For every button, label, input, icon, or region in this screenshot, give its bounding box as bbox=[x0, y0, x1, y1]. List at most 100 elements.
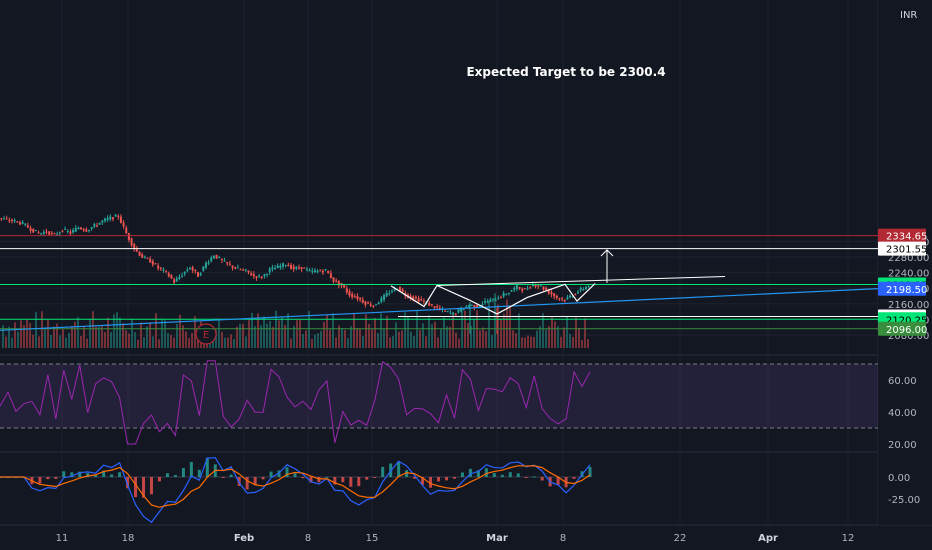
candle-body bbox=[510, 290, 513, 292]
volume-bar bbox=[344, 330, 346, 348]
candle-body bbox=[585, 287, 588, 289]
candle-body bbox=[37, 232, 40, 234]
macd-histogram-bar bbox=[229, 474, 233, 477]
candle-body bbox=[72, 230, 75, 233]
macd-histogram-bar bbox=[301, 477, 305, 479]
volume-bar bbox=[350, 326, 352, 348]
candle-body bbox=[343, 284, 346, 288]
candle-body bbox=[372, 305, 375, 307]
candle-body bbox=[114, 214, 117, 217]
volume-bar bbox=[194, 316, 196, 348]
macd-histogram-bar bbox=[181, 468, 185, 477]
volume-bar bbox=[146, 326, 148, 348]
volume-bar bbox=[44, 327, 46, 348]
volume-bar bbox=[149, 322, 151, 348]
volume-bar bbox=[17, 331, 19, 348]
candle-body bbox=[151, 261, 154, 265]
candle-body bbox=[162, 269, 165, 271]
volume-bar bbox=[557, 326, 559, 348]
time-tick-label: Feb bbox=[234, 533, 254, 544]
candle-body bbox=[531, 284, 534, 286]
volume-bar bbox=[359, 328, 361, 348]
volume-bar bbox=[245, 336, 247, 348]
candle-body bbox=[274, 268, 277, 270]
candle-body bbox=[93, 224, 96, 227]
candle-body bbox=[53, 233, 56, 235]
candle-body bbox=[170, 275, 173, 279]
volume-bar bbox=[158, 339, 160, 348]
candle-body bbox=[523, 288, 526, 290]
candle-body bbox=[513, 287, 516, 290]
candle-body bbox=[146, 258, 149, 260]
volume-bar bbox=[566, 316, 568, 348]
volume-bar bbox=[41, 311, 43, 348]
macd-histogram-bar bbox=[508, 472, 512, 477]
macd-histogram-bar bbox=[325, 476, 329, 478]
candle-body bbox=[353, 296, 356, 298]
candle-body bbox=[250, 273, 253, 276]
volume-bar bbox=[221, 331, 223, 348]
volume-bar bbox=[536, 330, 538, 348]
volume-bar bbox=[563, 327, 565, 348]
macd-tick-label: -25.00 bbox=[888, 495, 920, 506]
macd-histogram-bar bbox=[556, 477, 560, 485]
volume-bar bbox=[449, 326, 451, 348]
volume-bar bbox=[191, 333, 193, 348]
candle-body bbox=[122, 222, 125, 227]
volume-bar bbox=[524, 337, 526, 348]
volume-bar bbox=[533, 336, 535, 348]
volume-bar bbox=[56, 323, 58, 348]
volume-bar bbox=[302, 333, 304, 348]
volume-bar bbox=[503, 313, 505, 348]
volume-bar bbox=[326, 315, 328, 348]
candle-body bbox=[534, 285, 537, 287]
candle-body bbox=[247, 270, 250, 273]
volume-bar bbox=[218, 318, 220, 348]
macd-histogram-bar bbox=[173, 475, 177, 477]
volume-bar bbox=[482, 327, 484, 348]
candle-body bbox=[117, 216, 120, 218]
volume-bar bbox=[380, 313, 382, 348]
volume-bar bbox=[452, 313, 454, 348]
volume-bar bbox=[197, 335, 199, 348]
macd-histogram-bar bbox=[253, 477, 257, 485]
candle-body bbox=[290, 264, 293, 269]
pattern-zigzag bbox=[390, 283, 596, 315]
macd-histogram-bar bbox=[373, 477, 377, 478]
volume-bar bbox=[287, 313, 289, 348]
volume-bar bbox=[401, 330, 403, 348]
candle-body bbox=[276, 265, 279, 269]
macd-histogram-bar bbox=[245, 477, 249, 490]
volume-bar bbox=[104, 332, 106, 348]
candle-body bbox=[125, 227, 128, 234]
volume-bar bbox=[107, 317, 109, 348]
macd-signal-line bbox=[0, 465, 591, 508]
macd-histogram-bar bbox=[532, 476, 536, 478]
volume-bar bbox=[545, 329, 547, 348]
candle-body bbox=[135, 248, 138, 252]
candle-body bbox=[452, 312, 455, 314]
volume-bar bbox=[182, 325, 184, 348]
candle-body bbox=[545, 287, 548, 291]
candle-body bbox=[173, 279, 176, 283]
candle-body bbox=[476, 304, 479, 308]
candle-body bbox=[383, 295, 386, 300]
macd-histogram-bar bbox=[484, 468, 488, 477]
candle-body bbox=[149, 258, 152, 263]
price-tick-label: 2240.00 bbox=[888, 269, 929, 280]
candle-body bbox=[271, 267, 274, 270]
candle-body bbox=[367, 302, 370, 304]
candle-body bbox=[345, 288, 348, 293]
candle-body bbox=[268, 268, 271, 273]
candle-body bbox=[101, 220, 104, 223]
candle-body bbox=[96, 225, 99, 227]
candle-body bbox=[21, 221, 24, 224]
volume-bar bbox=[8, 326, 10, 348]
price-level-tag-label: 2096.00 bbox=[886, 325, 927, 336]
macd-histogram-bar bbox=[70, 472, 74, 477]
candle-body bbox=[303, 267, 306, 269]
volume-bar bbox=[329, 329, 331, 348]
candle-body bbox=[409, 295, 412, 298]
candle-body bbox=[561, 298, 564, 300]
